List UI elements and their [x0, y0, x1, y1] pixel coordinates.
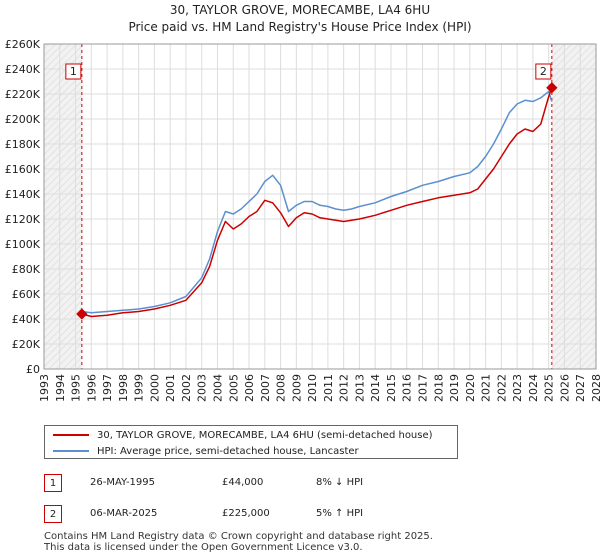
- y-tick-label: £100K: [5, 238, 41, 251]
- y-tick-label: £140K: [5, 188, 41, 201]
- x-tick-label: 1994: [54, 374, 67, 402]
- x-tick-label: 1995: [70, 374, 83, 402]
- x-tick-label: 1997: [101, 374, 114, 402]
- y-tick-label: £180K: [5, 138, 41, 151]
- sale-point: [76, 308, 88, 320]
- y-tick-label: £40K: [12, 313, 41, 326]
- x-tick-label: 2013: [353, 374, 366, 402]
- legend-label-hpi: HPI: Average price, semi-detached house,…: [97, 445, 359, 457]
- x-tick-label: 2020: [464, 374, 477, 402]
- y-tick-label: £160K: [5, 163, 41, 176]
- x-tick-label: 2004: [211, 374, 224, 402]
- y-tick-label: £120K: [5, 213, 41, 226]
- x-tick-label: 2003: [196, 374, 209, 402]
- sale-label-text: 2: [540, 65, 547, 78]
- x-tick-label: 2016: [401, 374, 414, 402]
- plot-area: [44, 44, 596, 369]
- sale-number-badge: 2: [44, 505, 62, 523]
- legend-swatch-property: [53, 434, 89, 436]
- plot-border: [43, 43, 597, 370]
- x-tick-label: 2000: [148, 374, 161, 402]
- y-tick-label: £20K: [12, 338, 41, 351]
- x-tick-label: 2012: [338, 374, 351, 402]
- sale-label-box: [65, 63, 82, 80]
- x-tick-label: 2019: [448, 374, 461, 402]
- chart-subtitle: Price paid vs. HM Land Registry's House …: [128, 20, 471, 34]
- y-tick-label: £60K: [12, 288, 41, 301]
- y-tick-label: £220K: [5, 88, 41, 101]
- x-tick-label: 2017: [417, 374, 430, 402]
- sale-label-text: 1: [70, 65, 77, 78]
- sale-date: 06-MAR-2025: [90, 508, 158, 519]
- x-tick-label: 2025: [543, 374, 556, 402]
- legend-swatch-hpi: [53, 450, 89, 452]
- hatched-region: [551, 44, 596, 369]
- x-tick-label: 2015: [385, 374, 398, 402]
- sale-point: [546, 82, 558, 94]
- series-line-property: [81, 87, 553, 318]
- x-tick-label: 2018: [432, 374, 445, 402]
- sale-label-box: [535, 63, 552, 80]
- price-chart: 30, TAYLOR GROVE, MORECAMBE, LA4 6HU Pri…: [5, 3, 600, 402]
- x-tick-label: 2021: [480, 374, 493, 402]
- sale-hpi-diff: 5% ↑ HPI: [316, 508, 364, 519]
- x-tick-label: 1999: [133, 374, 146, 402]
- legend-item-hpi: HPI: Average price, semi-detached house,…: [53, 443, 359, 459]
- sale-hpi-diff: 8% ↓ HPI: [316, 477, 364, 488]
- x-tick-label: 2001: [164, 374, 177, 402]
- y-tick-label: £0: [26, 363, 40, 376]
- hatched-region: [44, 44, 82, 369]
- x-tick-label: 2009: [290, 374, 303, 402]
- y-tick-label: £260K: [5, 38, 41, 51]
- x-tick-label: 2027: [574, 374, 587, 402]
- y-tick-label: £80K: [12, 263, 41, 276]
- x-tick-label: 2011: [322, 374, 335, 402]
- x-tick-label: 2007: [259, 374, 272, 402]
- x-tick-label: 2010: [306, 374, 319, 402]
- x-tick-label: 1993: [38, 374, 51, 402]
- footer-attribution: Contains HM Land Registry data © Crown c…: [44, 531, 433, 553]
- sale-price: £225,000: [222, 508, 270, 519]
- footer-line-2: This data is licensed under the Open Gov…: [44, 542, 363, 553]
- footer-line-1: Contains HM Land Registry data © Crown c…: [44, 531, 433, 542]
- x-tick-label: 2005: [227, 374, 240, 402]
- sale-price: £44,000: [222, 477, 264, 488]
- sale-number-badge: 1: [44, 474, 62, 492]
- x-tick-label: 1998: [117, 374, 130, 402]
- x-tick-label: 2026: [558, 374, 571, 402]
- legend-label-property: 30, TAYLOR GROVE, MORECAMBE, LA4 6HU (se…: [97, 429, 433, 441]
- x-tick-label: 2002: [180, 374, 193, 402]
- x-tick-label: 2014: [369, 374, 382, 402]
- y-tick-label: £200K: [5, 113, 41, 126]
- x-tick-label: 2028: [590, 374, 600, 402]
- x-tick-label: 2022: [495, 374, 508, 402]
- x-tick-label: 2024: [527, 374, 540, 402]
- series-line-hpi: [81, 90, 553, 314]
- x-tick-label: 2006: [243, 374, 256, 402]
- legend-item-property: 30, TAYLOR GROVE, MORECAMBE, LA4 6HU (se…: [53, 427, 433, 443]
- x-tick-label: 2008: [275, 374, 288, 402]
- sale-date: 26-MAY-1995: [90, 477, 156, 488]
- y-tick-label: £240K: [5, 63, 41, 76]
- chart-title: 30, TAYLOR GROVE, MORECAMBE, LA4 6HU: [170, 3, 430, 17]
- chart-legend: 30, TAYLOR GROVE, MORECAMBE, LA4 6HU (se…: [44, 425, 458, 459]
- x-tick-label: 1996: [85, 374, 98, 402]
- x-tick-label: 2023: [511, 374, 524, 402]
